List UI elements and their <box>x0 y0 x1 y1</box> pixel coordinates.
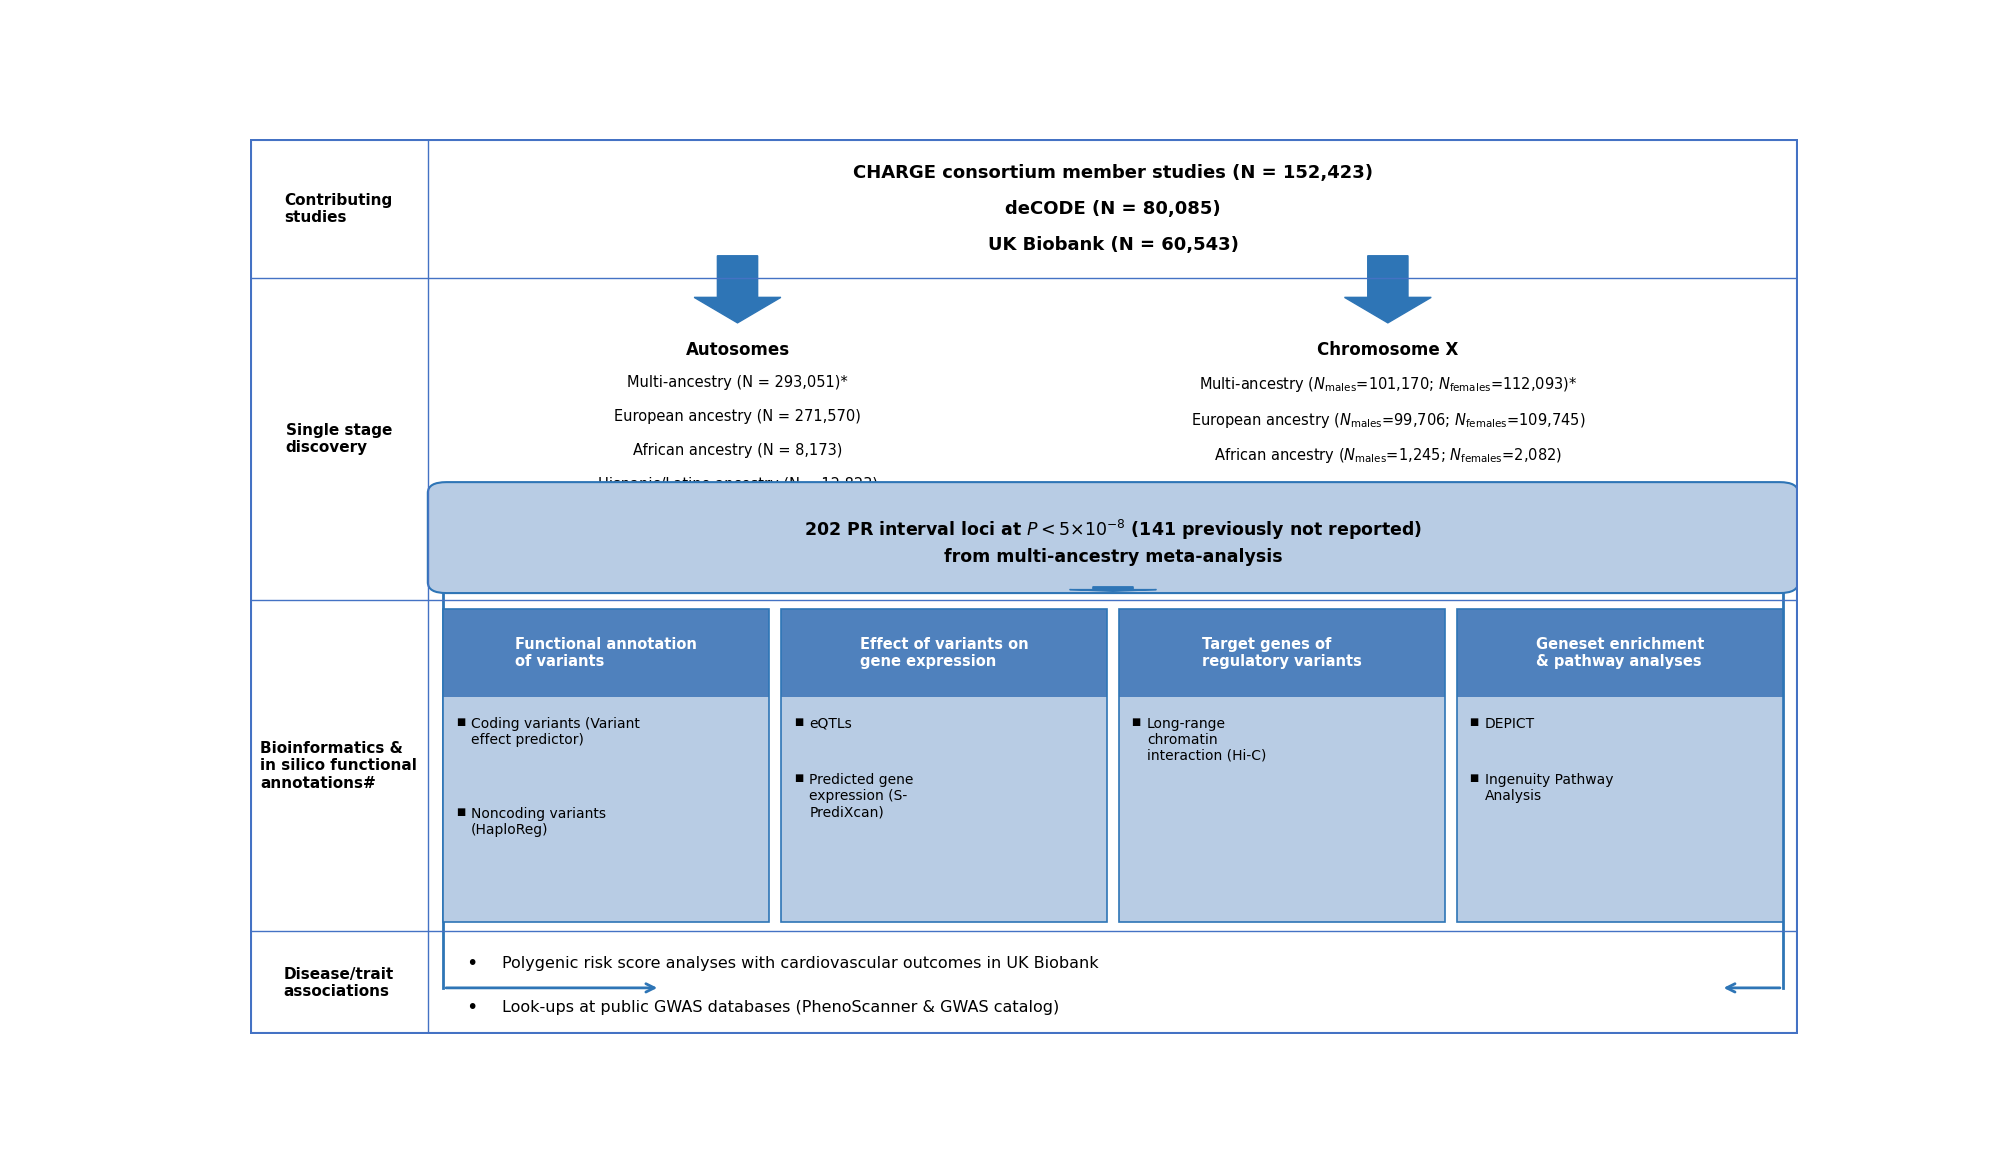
Polygon shape <box>1345 256 1431 323</box>
Text: Look-ups at public GWAS databases (PhenoScanner & GWAS catalog): Look-ups at public GWAS databases (Pheno… <box>501 1000 1059 1016</box>
FancyBboxPatch shape <box>1457 609 1782 923</box>
FancyBboxPatch shape <box>1119 609 1445 697</box>
Text: Polygenic risk score analyses with cardiovascular outcomes in UK Biobank: Polygenic risk score analyses with cardi… <box>501 955 1099 970</box>
Text: Autosomes: Autosomes <box>685 340 789 359</box>
Text: Chromosome X: Chromosome X <box>1317 340 1459 359</box>
Text: Multi-ancestry (⁠N = 293,051)*: Multi-ancestry (⁠N = 293,051)* <box>627 375 847 389</box>
Text: •: • <box>468 954 478 973</box>
Text: UK Biobank (⁠N = 60,543): UK Biobank (⁠N = 60,543) <box>987 236 1239 253</box>
Text: ■: ■ <box>793 717 803 726</box>
Text: ■: ■ <box>456 806 466 817</box>
Text: Contributing
studies: Contributing studies <box>284 193 394 225</box>
FancyBboxPatch shape <box>1119 609 1445 923</box>
Text: DEPICT: DEPICT <box>1485 717 1534 731</box>
Text: Single stage
discovery: Single stage discovery <box>286 423 392 456</box>
FancyBboxPatch shape <box>1457 609 1782 697</box>
Text: ■: ■ <box>793 773 803 783</box>
Text: Predicted gene
expression (S-
PrediXcan): Predicted gene expression (S- PrediXcan) <box>809 773 913 819</box>
Text: Geneset enrichment
& pathway analyses: Geneset enrichment & pathway analyses <box>1536 637 1704 669</box>
Text: ■: ■ <box>1131 717 1141 726</box>
FancyBboxPatch shape <box>444 609 769 697</box>
FancyBboxPatch shape <box>781 609 1107 697</box>
Text: African ancestry (⁠N = 8,173): African ancestry (⁠N = 8,173) <box>633 443 843 458</box>
Text: Hispanic/Latino ancestry (⁠N = 12,823): Hispanic/Latino ancestry (⁠N = 12,823) <box>597 476 877 492</box>
Text: deCODE (⁠N = 80,085): deCODE (⁠N = 80,085) <box>1005 200 1221 217</box>
Text: Effect of variants on
gene expression: Effect of variants on gene expression <box>859 637 1029 669</box>
Text: ■: ■ <box>1471 717 1479 726</box>
Text: from multi-ancestry meta-analysis: from multi-ancestry meta-analysis <box>943 548 1283 566</box>
Text: Multi-ancestry ($N_{\mathrm{males}}$=101,170; $N_{\mathrm{females}}$=112,093)*: Multi-ancestry ($N_{\mathrm{males}}$=101… <box>1199 375 1576 394</box>
Text: African ancestry ($N_{\mathrm{males}}$=1,245; $N_{\mathrm{females}}$=2,082): African ancestry ($N_{\mathrm{males}}$=1… <box>1215 446 1562 465</box>
Text: eQTLs: eQTLs <box>809 717 851 731</box>
Text: Disease/trait
associations: Disease/trait associations <box>284 967 394 999</box>
Polygon shape <box>1069 587 1157 591</box>
Text: European ancestry ($N_{\mathrm{males}}$=99,706; $N_{\mathrm{females}}$=109,745): European ancestry ($N_{\mathrm{males}}$=… <box>1191 410 1584 430</box>
Polygon shape <box>693 256 781 323</box>
Text: Target genes of
regulatory variants: Target genes of regulatory variants <box>1203 637 1363 669</box>
Text: European ancestry (⁠N = 271,570): European ancestry (⁠N = 271,570) <box>613 409 861 424</box>
FancyBboxPatch shape <box>428 482 1798 593</box>
Text: ■: ■ <box>1471 773 1479 783</box>
FancyBboxPatch shape <box>781 609 1107 923</box>
Text: Bioinformatics &
in silico functional
annotations#: Bioinformatics & in silico functional an… <box>260 741 418 790</box>
Text: 202 PR interval loci at $P < 5{\times}10^{-8}$ (141 previously not reported): 202 PR interval loci at $P < 5{\times}10… <box>803 518 1423 543</box>
FancyBboxPatch shape <box>444 609 769 923</box>
Text: Noncoding variants
(HaploReg): Noncoding variants (HaploReg) <box>472 806 605 837</box>
Text: CHARGE consortium member studies (⁠N = 152,423): CHARGE consortium member studies (⁠N = 1… <box>853 164 1373 182</box>
Text: •: • <box>468 998 478 1017</box>
Text: Functional annotation
of variants: Functional annotation of variants <box>515 637 697 669</box>
Text: Ingenuity Pathway
Analysis: Ingenuity Pathway Analysis <box>1485 773 1614 803</box>
Text: ■: ■ <box>456 717 466 726</box>
Text: Coding variants (Variant
effect predictor): Coding variants (Variant effect predicto… <box>472 717 639 747</box>
Text: Long-range
chromatin
interaction (Hi-C): Long-range chromatin interaction (Hi-C) <box>1147 717 1267 763</box>
